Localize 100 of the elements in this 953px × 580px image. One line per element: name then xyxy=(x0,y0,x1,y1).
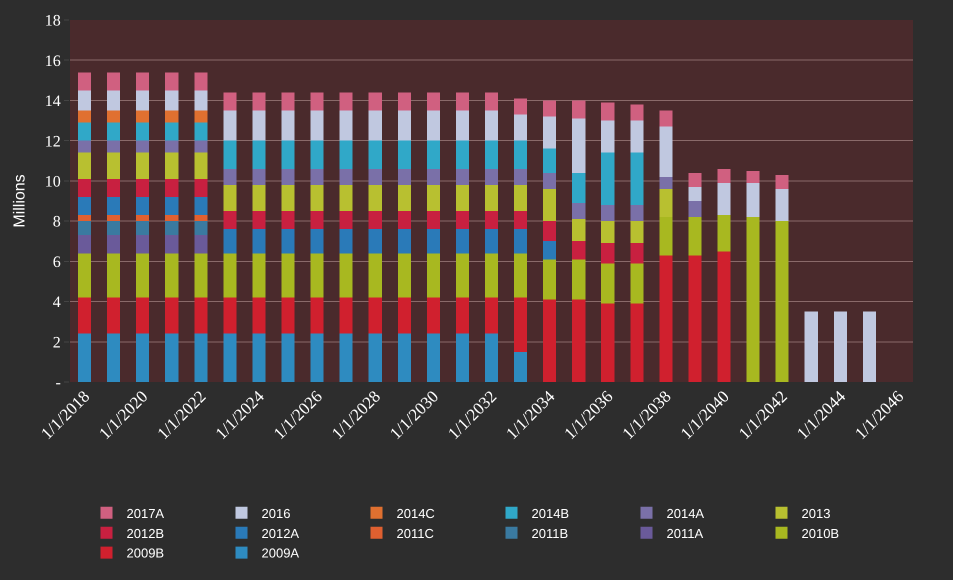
bar xyxy=(659,188,672,218)
bar xyxy=(398,92,411,110)
legend-label: 2009A xyxy=(262,546,300,561)
bar xyxy=(630,243,644,264)
bar xyxy=(223,334,236,382)
bar xyxy=(514,98,528,115)
bar xyxy=(107,215,120,222)
bar xyxy=(165,196,178,216)
bar xyxy=(340,110,353,141)
bar xyxy=(78,196,92,216)
bar xyxy=(543,172,556,189)
bar xyxy=(601,120,614,153)
bar xyxy=(484,110,498,141)
bar xyxy=(514,253,528,298)
bar xyxy=(746,170,760,183)
bar xyxy=(252,229,266,254)
bar xyxy=(688,186,702,201)
bar xyxy=(514,211,528,230)
bar xyxy=(107,152,120,179)
bar xyxy=(194,196,208,216)
bar xyxy=(426,253,440,298)
bar xyxy=(368,110,382,141)
bar xyxy=(572,300,586,382)
bar xyxy=(223,253,236,298)
legend-label: 2011A xyxy=(666,526,704,541)
bar xyxy=(165,235,178,254)
bar xyxy=(484,298,498,334)
bar xyxy=(398,184,411,212)
legend-label: 2013 xyxy=(802,506,830,521)
bar xyxy=(514,229,528,254)
bar xyxy=(514,184,528,212)
bar xyxy=(368,229,382,254)
bar xyxy=(456,92,469,110)
bar xyxy=(572,219,586,242)
bar xyxy=(601,102,614,121)
bar xyxy=(398,140,411,169)
bar xyxy=(398,253,411,298)
bar xyxy=(514,352,528,382)
bar xyxy=(572,100,586,119)
bar xyxy=(136,221,150,236)
bar xyxy=(223,298,236,334)
bar xyxy=(572,241,586,260)
bar xyxy=(543,300,556,382)
bar xyxy=(688,201,702,218)
bar xyxy=(78,253,92,298)
bar xyxy=(78,90,92,110)
bar xyxy=(368,334,382,382)
bar xyxy=(368,92,382,110)
bar xyxy=(78,140,92,153)
y-tick-label: 10 xyxy=(44,173,61,190)
bar xyxy=(426,298,440,334)
bar xyxy=(310,229,324,254)
bar xyxy=(223,184,236,212)
bar xyxy=(78,215,92,222)
bar xyxy=(78,235,92,254)
bar xyxy=(165,334,178,382)
bar xyxy=(223,92,236,110)
bar xyxy=(398,110,411,141)
bar xyxy=(746,217,760,382)
bar xyxy=(456,140,469,169)
bar xyxy=(223,211,236,230)
bar xyxy=(340,168,353,185)
bar xyxy=(165,221,178,236)
bar xyxy=(252,298,266,334)
bar xyxy=(398,229,411,254)
bar xyxy=(194,90,208,110)
bar xyxy=(340,298,353,334)
bar xyxy=(281,184,295,212)
bar xyxy=(78,334,92,382)
y-tick-label: 12 xyxy=(44,133,61,150)
bar xyxy=(165,152,178,179)
bar xyxy=(688,255,702,382)
bar xyxy=(630,205,644,222)
y-tick-label: 8 xyxy=(52,214,61,231)
bar xyxy=(572,203,586,220)
bar xyxy=(78,122,92,141)
bar xyxy=(776,188,789,222)
bar xyxy=(426,334,440,382)
bar xyxy=(136,253,150,298)
bar xyxy=(310,92,324,110)
bar xyxy=(398,168,411,185)
bar xyxy=(426,140,440,169)
bar xyxy=(310,184,324,212)
bar xyxy=(456,298,469,334)
bar xyxy=(368,211,382,230)
y-axis-title: Millions xyxy=(12,174,29,228)
bar xyxy=(107,298,120,334)
bar xyxy=(834,312,847,382)
legend-label: 2012A xyxy=(262,526,300,541)
bar xyxy=(340,253,353,298)
bar xyxy=(543,116,556,149)
bar xyxy=(281,253,295,298)
bar xyxy=(136,122,150,141)
bar xyxy=(107,72,120,90)
y-tick-label: 14 xyxy=(44,93,61,110)
bar xyxy=(107,334,120,382)
bar xyxy=(165,253,178,298)
bar xyxy=(194,298,208,334)
bar xyxy=(107,140,120,153)
bar xyxy=(688,172,702,187)
